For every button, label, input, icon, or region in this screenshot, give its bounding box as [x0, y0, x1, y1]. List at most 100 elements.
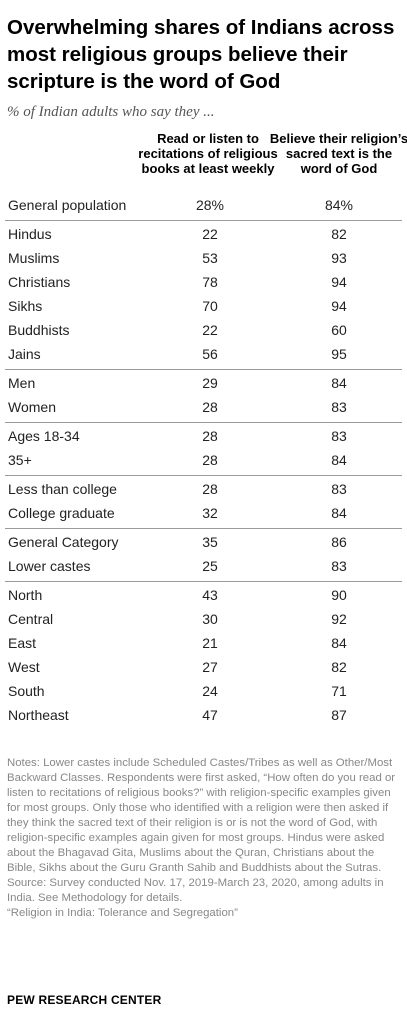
row-label: West: [8, 659, 40, 675]
table-row: General population 28% 84%: [0, 194, 407, 218]
value-read-weekly: 70: [202, 298, 218, 314]
value-read-weekly: 78: [202, 274, 218, 290]
value-word-of-god: 83: [331, 428, 347, 444]
value-word-of-god: 83: [331, 481, 347, 497]
row-label: Women: [8, 399, 56, 415]
value-word-of-god: 84: [331, 635, 347, 651]
pew-logo-text: PEW RESEARCH CENTER: [7, 993, 162, 1007]
row-label: Central: [8, 611, 54, 627]
value-read-weekly: 43: [202, 587, 218, 603]
value-read-weekly: 21: [202, 635, 218, 651]
group-divider: [5, 369, 402, 370]
group-divider: [5, 422, 402, 423]
table-row: Ages 18-34 28 83: [0, 425, 407, 449]
row-label: 35+: [8, 452, 32, 468]
row-label: College graduate: [8, 505, 115, 521]
group-divider: [5, 475, 402, 476]
row-label: Sikhs: [8, 298, 43, 314]
value-read-weekly: 32: [202, 505, 218, 521]
row-label: Christians: [8, 274, 71, 290]
table-row: North 43 90: [0, 584, 407, 608]
column-header-read-weekly: Read or listen to recitations of religio…: [138, 131, 278, 176]
group-divider: [5, 220, 402, 221]
table-row: Northeast 47 87: [0, 704, 407, 728]
value-read-weekly: 28: [202, 481, 218, 497]
table-row: South 24 71: [0, 680, 407, 704]
value-read-weekly: 27: [202, 659, 218, 675]
table-row: Women 28 83: [0, 396, 407, 420]
value-read-weekly: 47: [202, 707, 218, 723]
row-label: Buddhists: [8, 322, 70, 338]
value-word-of-god: 83: [331, 399, 347, 415]
row-label: General population: [8, 197, 127, 213]
row-label: Less than college: [8, 481, 117, 497]
table-row: Christians 78 94: [0, 271, 407, 295]
table-row: Men 29 84: [0, 372, 407, 396]
value-read-weekly: 24: [202, 683, 218, 699]
row-label: South: [8, 683, 45, 699]
value-word-of-god: 93: [331, 250, 347, 266]
row-label: Jains: [8, 346, 41, 362]
row-label: Ages 18-34: [8, 428, 80, 444]
table-row: General Category 35 86: [0, 531, 407, 555]
value-word-of-god: 90: [331, 587, 347, 603]
value-read-weekly: 25: [202, 558, 218, 574]
table-row: College graduate 32 84: [0, 502, 407, 526]
value-word-of-god: 84: [331, 452, 347, 468]
source-text: Source: Survey conducted Nov. 17, 2019-M…: [7, 877, 384, 904]
value-read-weekly: 29: [202, 375, 218, 391]
row-label: Hindus: [8, 226, 52, 242]
notes-block: Notes: Lower castes include Scheduled Ca…: [7, 756, 403, 921]
column-header-word-of-god: Believe their religion’s sacred text is …: [269, 131, 407, 176]
value-read-weekly: 35: [202, 534, 218, 550]
value-word-of-god: 83: [331, 558, 347, 574]
value-read-weekly: 22: [202, 226, 218, 242]
row-label: Muslims: [8, 250, 60, 266]
row-label: Lower castes: [8, 558, 91, 574]
value-read-weekly: 22: [202, 322, 218, 338]
row-label: East: [8, 635, 37, 651]
report-title: “Religion in India: Tolerance and Segreg…: [7, 907, 238, 919]
table-row: Muslims 53 93: [0, 247, 407, 271]
value-read-weekly: 56: [202, 346, 218, 362]
value-read-weekly: 28%: [195, 197, 225, 213]
value-word-of-god: 95: [331, 346, 347, 362]
value-read-weekly: 28: [202, 428, 218, 444]
value-read-weekly: 53: [202, 250, 218, 266]
value-word-of-god: 71: [331, 683, 347, 699]
group-divider: [5, 581, 402, 582]
value-word-of-god: 92: [331, 611, 347, 627]
value-word-of-god: 84%: [324, 197, 354, 213]
table-row: Jains 56 95: [0, 343, 407, 367]
table-row: East 21 84: [0, 632, 407, 656]
table-row: Lower castes 25 83: [0, 555, 407, 579]
table-row: Sikhs 70 94: [0, 295, 407, 319]
value-word-of-god: 87: [331, 707, 347, 723]
table-row: Central 30 92: [0, 608, 407, 632]
table-row: Buddhists 22 60: [0, 319, 407, 343]
row-label: Northeast: [8, 707, 69, 723]
value-word-of-god: 82: [331, 659, 347, 675]
value-word-of-god: 60: [331, 322, 347, 338]
row-label: North: [8, 587, 43, 603]
table-row: West 27 82: [0, 656, 407, 680]
value-word-of-god: 94: [331, 298, 347, 314]
value-word-of-god: 94: [331, 274, 347, 290]
value-word-of-god: 84: [331, 505, 347, 521]
value-read-weekly: 28: [202, 399, 218, 415]
value-read-weekly: 28: [202, 452, 218, 468]
value-word-of-god: 84: [331, 375, 347, 391]
chart-subtitle: % of Indian adults who say they ...: [7, 104, 215, 120]
row-label: General Category: [8, 534, 119, 550]
notes-text: Notes: Lower castes include Scheduled Ca…: [7, 757, 396, 874]
table-row: 35+ 28 84: [0, 449, 407, 473]
value-read-weekly: 30: [202, 611, 218, 627]
value-word-of-god: 86: [331, 534, 347, 550]
group-divider: [5, 528, 402, 529]
table-row: Less than college 28 83: [0, 478, 407, 502]
table-row: Hindus 22 82: [0, 223, 407, 247]
value-word-of-god: 82: [331, 226, 347, 242]
chart-title: Overwhelming shares of Indians across mo…: [7, 16, 395, 93]
row-label: Men: [8, 375, 36, 391]
